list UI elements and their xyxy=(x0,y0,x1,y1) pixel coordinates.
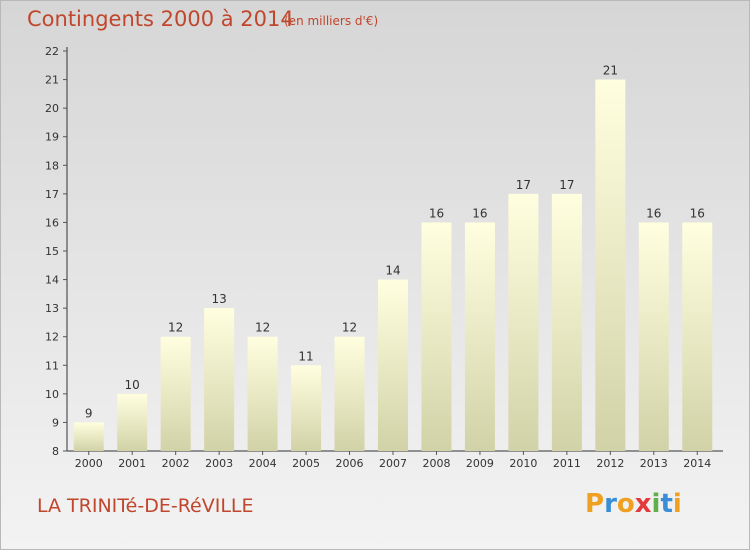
data-label: 17 xyxy=(516,178,531,192)
x-tick-label: 2004 xyxy=(249,457,277,470)
data-label: 12 xyxy=(168,321,183,335)
y-tick-label: 20 xyxy=(45,102,59,115)
x-tick-label: 2000 xyxy=(75,457,103,470)
bar-2014 xyxy=(682,222,713,451)
y-tick-label: 19 xyxy=(45,131,59,144)
chart-title: Contingents 2000 à 2014 xyxy=(27,7,294,31)
bar-2006 xyxy=(334,336,365,451)
logo-letter: t xyxy=(660,489,673,519)
data-label: 11 xyxy=(298,349,313,363)
logo-letter: o xyxy=(616,489,635,519)
bar-2004 xyxy=(247,336,278,451)
bar-2008 xyxy=(421,222,452,451)
data-label: 16 xyxy=(690,206,705,220)
data-label: 14 xyxy=(385,264,400,278)
bar-2011 xyxy=(551,193,582,451)
y-tick-label: 17 xyxy=(45,188,59,201)
commune-name: LA TRINITé-DE-RéVILLE xyxy=(37,495,254,517)
data-label: 12 xyxy=(342,321,357,335)
x-tick-label: 2009 xyxy=(466,457,494,470)
data-label: 21 xyxy=(603,64,618,78)
bar-2003 xyxy=(204,308,235,451)
data-label: 16 xyxy=(646,206,661,220)
y-tick-label: 22 xyxy=(45,45,59,58)
bar-2000 xyxy=(73,422,104,451)
x-tick-label: 2007 xyxy=(379,457,407,470)
bar-2012 xyxy=(595,79,626,452)
x-tick-label: 2005 xyxy=(292,457,320,470)
logo-letter: i xyxy=(651,489,661,519)
logo-letter: x xyxy=(634,489,652,519)
logo-letter: r xyxy=(604,489,617,519)
bar-2005 xyxy=(291,365,322,451)
bar-2013 xyxy=(638,222,669,451)
proxiti-logo[interactable]: Proxiti xyxy=(585,489,682,519)
x-tick-label: 2010 xyxy=(509,457,537,470)
x-tick-label: 2013 xyxy=(640,457,668,470)
x-tick-label: 2008 xyxy=(422,457,450,470)
chart-unit-note: (en milliers d'€) xyxy=(284,14,379,28)
bar-2002 xyxy=(160,336,191,451)
bars xyxy=(73,79,713,452)
bar-2007 xyxy=(378,279,408,451)
y-tick-label: 18 xyxy=(45,159,59,172)
logo-letter: P xyxy=(585,489,605,519)
data-label: 10 xyxy=(125,378,140,392)
x-axis: 2000 2001 2002 2003 2004 2005 2006 2007 2008 2009… xyxy=(67,450,723,470)
data-label: 12 xyxy=(255,321,270,335)
y-tick-label: 8 xyxy=(52,445,59,458)
x-tick-label: 2006 xyxy=(336,457,364,470)
x-tick-label: 2001 xyxy=(118,457,146,470)
y-tick-label: 21 xyxy=(45,74,59,87)
data-label: 16 xyxy=(429,206,444,220)
y-tick-label: 11 xyxy=(45,359,59,372)
bar-2001 xyxy=(117,393,148,451)
x-tick-label: 2011 xyxy=(553,457,581,470)
y-tick-label: 12 xyxy=(45,331,59,344)
bar-2010 xyxy=(508,193,539,451)
data-label: 17 xyxy=(559,178,574,192)
y-tick-label: 10 xyxy=(45,388,59,401)
data-label: 9 xyxy=(85,406,93,420)
y-tick-label: 16 xyxy=(45,216,59,229)
data-labels: 9 10 12 13 12 11 12 14 16 16 17 17 21 16 16 xyxy=(85,64,705,421)
data-label: 16 xyxy=(472,206,487,220)
logo-letter: i xyxy=(672,489,682,519)
x-tick-label: 2003 xyxy=(205,457,233,470)
bar-2009 xyxy=(464,222,495,451)
data-label: 13 xyxy=(211,292,226,306)
y-tick-label: 15 xyxy=(45,245,59,258)
y-tick-label: 13 xyxy=(45,302,59,315)
y-axis: 8 9 10 11 12 13 14 15 16 17 18 19 20 21 22 xyxy=(45,45,68,458)
x-tick-label: 2012 xyxy=(596,457,624,470)
y-tick-label: 9 xyxy=(52,416,59,429)
x-tick-label: 2002 xyxy=(162,457,190,470)
y-tick-label: 14 xyxy=(45,274,59,287)
x-tick-label: 2014 xyxy=(683,457,711,470)
